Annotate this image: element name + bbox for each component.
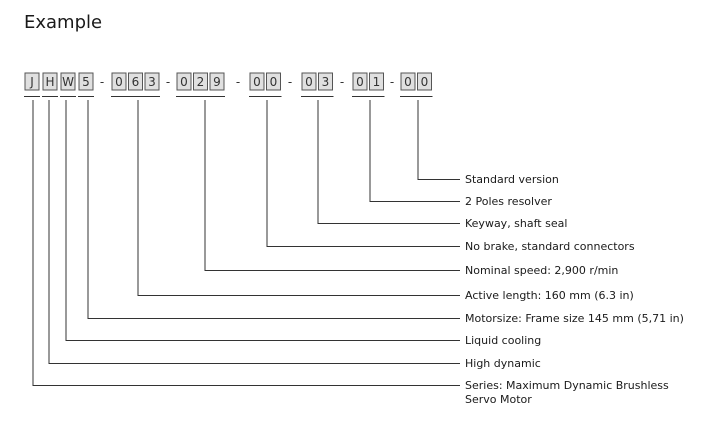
code-char: 0	[305, 75, 313, 89]
code-box	[78, 72, 94, 91]
code-char: 0	[180, 75, 188, 89]
code-label: Series: Maximum Dynamic Brushless	[465, 379, 669, 392]
leader-line	[417, 100, 460, 180]
code-char: 0	[421, 75, 429, 89]
code-label-continued: Servo Motor	[465, 393, 532, 406]
separator-dash: -	[100, 75, 104, 89]
leader-line	[317, 100, 460, 224]
code-label: Standard version	[465, 173, 559, 186]
leader-line	[32, 100, 460, 386]
code-char: 5	[82, 75, 90, 89]
code-char: 0	[404, 75, 412, 89]
separator-dash: -	[340, 75, 344, 89]
separator-dash: -	[288, 75, 292, 89]
code-char: 6	[132, 75, 140, 89]
code-char: 9	[213, 75, 221, 89]
code-label: Active length: 160 mm (6.3 in)	[465, 289, 634, 302]
section-title: Example	[24, 12, 103, 33]
code-char: J	[29, 75, 34, 89]
code-box	[318, 72, 333, 91]
code-char: 2	[197, 75, 205, 89]
code-box	[24, 72, 40, 91]
leader-line	[87, 100, 460, 319]
leader-line	[137, 100, 460, 296]
code-label: Nominal speed: 2,900 r/min	[465, 264, 618, 277]
code-box	[400, 72, 416, 91]
code-box	[42, 72, 58, 91]
code-box	[352, 72, 368, 91]
code-box	[369, 72, 384, 91]
code-box	[249, 72, 265, 91]
code-char: 0	[115, 75, 123, 89]
code-box	[111, 72, 127, 91]
leader-line	[65, 100, 460, 341]
separator-dash: -	[390, 75, 394, 89]
code-box	[266, 72, 281, 91]
leader-line	[48, 100, 460, 364]
code-box	[193, 72, 208, 91]
code-label: Motorsize: Frame size 145 mm (5,71 in)	[465, 312, 684, 325]
code-char: 0	[356, 75, 364, 89]
leader-line	[369, 100, 460, 202]
code-label: Keyway, shaft seal	[465, 217, 567, 230]
code-char: W	[62, 75, 74, 89]
code-label: 2 Poles resolver	[465, 195, 552, 208]
code-box	[301, 72, 317, 91]
code-char: 1	[373, 75, 381, 89]
code-label: No brake, standard connectors	[465, 240, 635, 253]
leader-line	[266, 100, 460, 247]
code-char: 0	[253, 75, 261, 89]
code-box	[209, 72, 225, 91]
code-box	[417, 72, 432, 91]
code-box	[128, 72, 143, 91]
code-char: 3	[148, 75, 156, 89]
code-char: H	[45, 75, 54, 89]
code-char: 3	[322, 75, 330, 89]
code-box	[60, 72, 76, 91]
code-char: 0	[270, 75, 278, 89]
code-label: High dynamic	[465, 357, 541, 370]
separator-dash: -	[166, 75, 170, 89]
code-box	[176, 72, 192, 91]
code-box	[144, 72, 160, 91]
code-label: Liquid cooling	[465, 334, 541, 347]
leader-line	[204, 100, 460, 271]
separator-dash: -	[236, 75, 240, 89]
